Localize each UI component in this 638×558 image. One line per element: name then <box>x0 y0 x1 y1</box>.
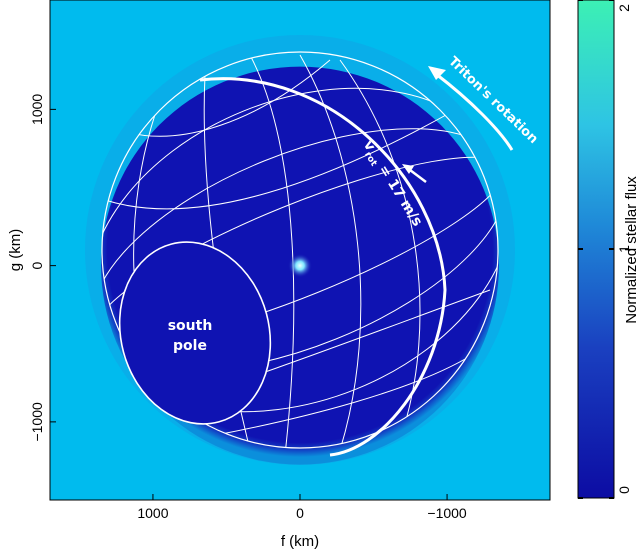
x-axis-ticks: 1000 0 −1000 <box>137 494 467 521</box>
latitude-line <box>102 87 498 413</box>
vrot-arrow <box>402 164 427 183</box>
limb-outline <box>101 51 499 449</box>
rotation-equator-arc <box>199 77 447 457</box>
south-pole-label-line1: south <box>168 318 213 334</box>
rotation-arrow <box>435 72 514 151</box>
central-flash <box>288 253 312 278</box>
latitude-line <box>102 128 498 372</box>
x-tick-label: 1000 <box>137 505 168 521</box>
y-tick-label: 1000 <box>29 94 45 125</box>
colorbar <box>577 0 615 499</box>
colorbar-tick-label: 0 <box>616 486 632 494</box>
y-axis-ticks: 1000 0 −1000 <box>29 94 56 442</box>
x-tick-label: −1000 <box>427 505 467 521</box>
latitude-line <box>102 156 498 344</box>
meridian-line <box>189 349 481 441</box>
meridian-line <box>119 59 331 137</box>
x-tick-label: 0 <box>296 505 304 521</box>
south-pole-label-line2: pole <box>173 338 207 354</box>
meridian-line <box>249 54 295 448</box>
rotation-arrowhead <box>428 66 446 80</box>
colorbar-tick-label: 2 <box>616 4 632 12</box>
colorbar-tick-label: 1 <box>616 245 632 253</box>
y-tick-label: −1000 <box>29 402 45 442</box>
colorbar-ticks: 0 1 2 <box>578 0 632 499</box>
y-tick-label: 0 <box>29 262 45 270</box>
x-axis-label: f (km) <box>281 533 319 550</box>
y-axis-label: g (km) <box>7 229 24 272</box>
meridian-line <box>299 54 362 448</box>
plot-area: south pole vrot = 17 m/s Triton's rotati… <box>50 0 550 500</box>
south-pole-cap <box>118 241 272 425</box>
meridian-line <box>104 109 456 210</box>
colorbar-label: Normalized stellar flux <box>623 176 638 324</box>
